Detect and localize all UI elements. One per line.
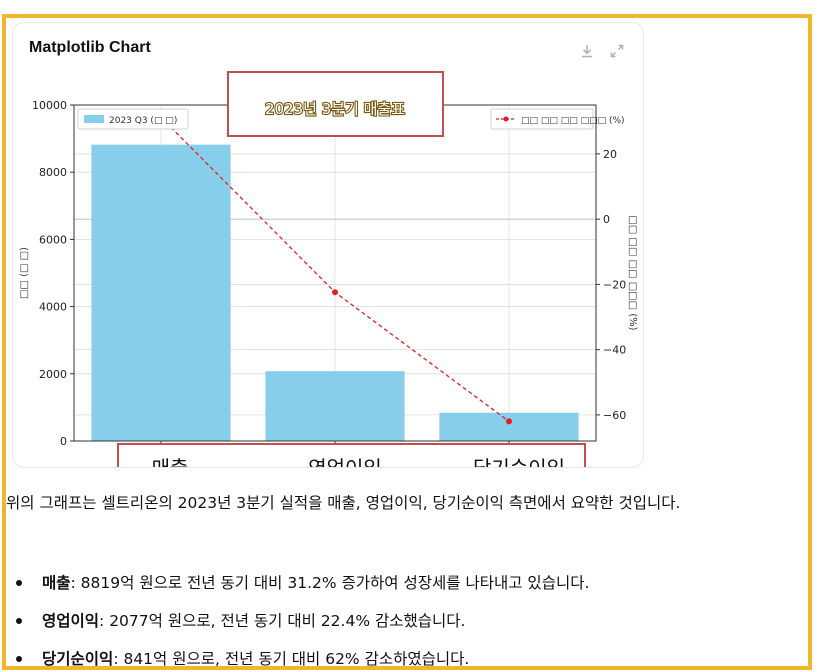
bar: [439, 412, 579, 441]
bullet-icon: [16, 580, 22, 586]
bars-layer: [91, 144, 579, 441]
legend-swatch-bar: [84, 115, 104, 123]
legend-box-left: [77, 108, 189, 130]
legend-label-bar: 2023 Q3 (□ □): [109, 116, 177, 126]
legend-label-line: □□ □□ □□ □□□ (%): [521, 116, 625, 126]
card-title: Matplotlib Chart: [29, 39, 151, 56]
list-item: 매출: 8819억 원으로 전년 동기 대비 31.2% 증가하여 성장세를 나…: [6, 572, 589, 610]
y2-tick-label: −40: [603, 344, 626, 357]
list-item: 당기순이익: 841억 원으로, 전년 동기 대비 62% 감소하였습니다.: [6, 648, 589, 668]
bar: [91, 144, 231, 441]
download-icon[interactable]: [579, 43, 595, 59]
y-tick-label: 0: [60, 435, 67, 448]
y2-axis-label: □□ □□ □□ □□□ (%): [627, 215, 638, 330]
series-point: [506, 418, 512, 425]
list-item-text: : 2077억 원으로, 전년 동기 대비 22.4% 감소했습니다.: [99, 612, 466, 630]
y-tick-label: 2000: [39, 368, 67, 381]
chart-title: 2023년 3분기 매출표: [265, 100, 405, 118]
y2-tick-label: 0: [603, 213, 610, 226]
list-item: 영업이익: 2077억 원으로, 전년 동기 대비 22.4% 감소했습니다.: [6, 610, 589, 648]
y-axis-label: □□ (□ □): [19, 247, 30, 299]
y-tick-label: 6000: [39, 233, 67, 246]
legend-box-right: [490, 108, 594, 130]
x-tick-label: 매출: [152, 456, 189, 467]
bullet-icon: [16, 656, 22, 662]
chart-card: Matplotlib Chart 0 2000 4000 6000 8000 10000 2…: [12, 22, 644, 468]
x-tick-label: 영업이익: [308, 456, 382, 467]
legend-layer: 2023 Q3 (□ □) □□ □□ □□ □□□ (%) 2023년 3분기 매…: [77, 71, 625, 137]
y-tick-label: 4000: [39, 301, 67, 314]
list-item-label: 당기순이익: [42, 650, 114, 668]
xlabels-layer: 매출 영업이익 당기순이익: [117, 443, 586, 467]
x-tick-label: 당기순이익: [473, 456, 565, 467]
chart-svg: 0 2000 4000 6000 8000 10000 20 0 −20 −40 −60 □□ (□ …: [19, 71, 638, 467]
bullet-icon: [16, 618, 22, 624]
category-callout-box: [117, 443, 586, 467]
y2-tick-label: 20: [603, 148, 617, 161]
y-tick-label: 10000: [32, 99, 67, 112]
bar: [265, 371, 405, 441]
y2-tick-label: −20: [603, 278, 626, 291]
summary-paragraph: 위의 그래프는 셀트리온의 2023년 3분기 실적을 매출, 영업이익, 당기…: [6, 494, 681, 512]
highlight-frame: Matplotlib Chart 0 2000 4000 6000 8000 10000 2…: [2, 14, 812, 670]
series-point: [332, 289, 338, 296]
list-item-label: 매출: [42, 574, 71, 592]
expand-icon[interactable]: [609, 43, 625, 59]
list-item-text: : 8819억 원으로 전년 동기 대비 31.2% 증가하여 성장세를 나타내…: [70, 574, 590, 592]
title-callout-box: [227, 71, 444, 137]
summary-list: 매출: 8819억 원으로 전년 동기 대비 31.2% 증가하여 성장세를 나…: [6, 572, 589, 668]
y2-tick-label: −60: [603, 409, 626, 422]
list-item-label: 영업이익: [42, 612, 100, 630]
legend-swatch-point: [503, 116, 509, 122]
list-item-text: : 841억 원으로, 전년 동기 대비 62% 감소하였습니다.: [113, 650, 470, 668]
y-tick-label: 8000: [39, 166, 67, 179]
